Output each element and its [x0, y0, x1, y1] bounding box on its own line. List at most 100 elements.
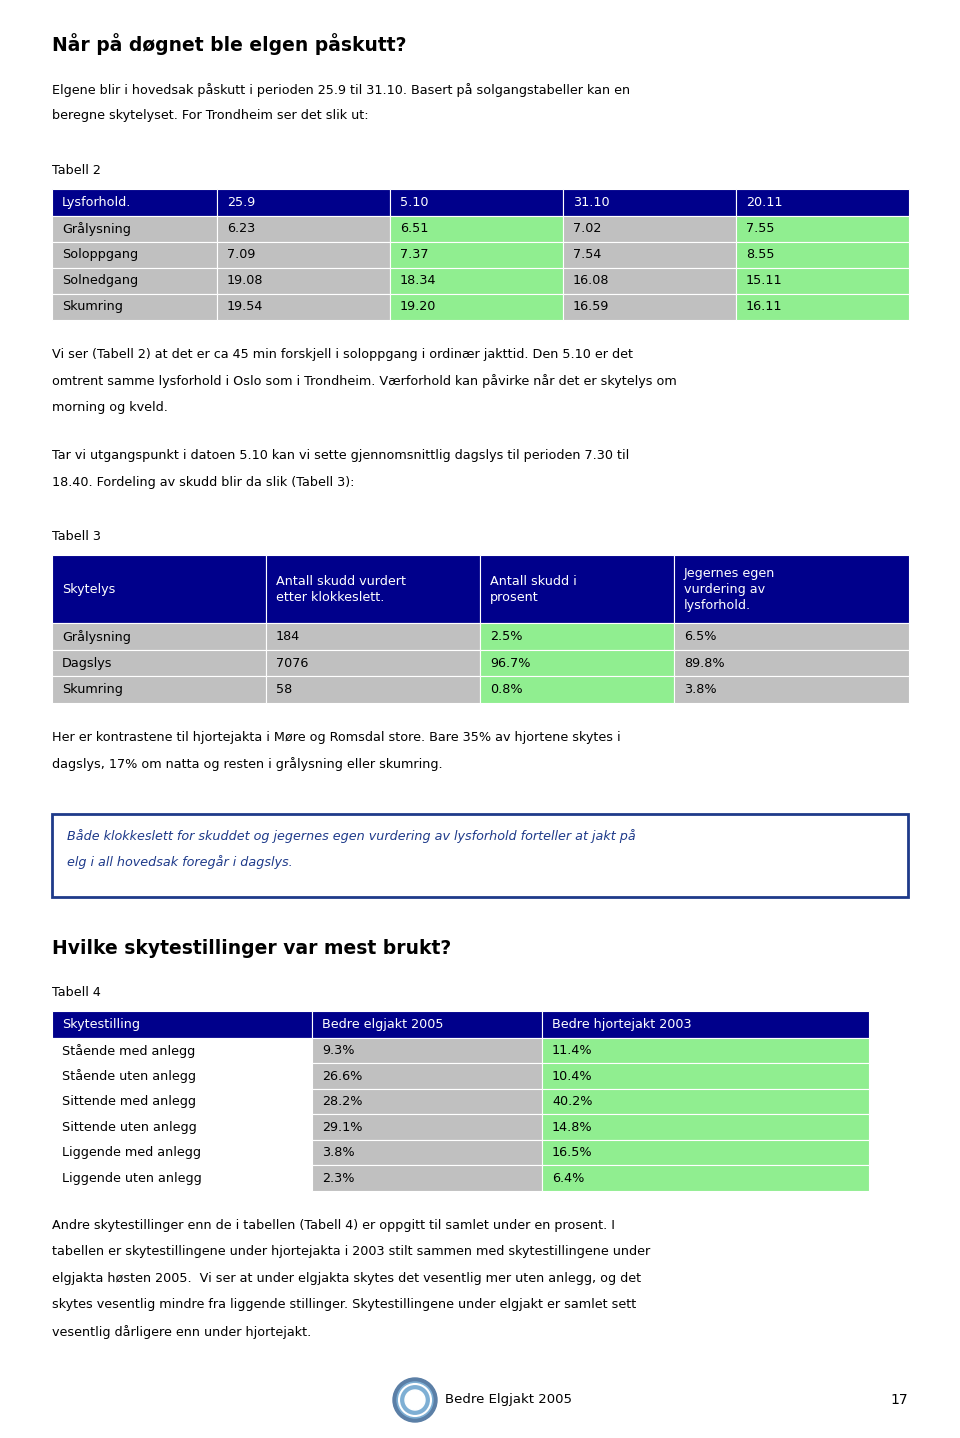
Bar: [266, 650, 480, 676]
Text: 16.08: 16.08: [573, 275, 610, 288]
Text: Sittende med anlegg: Sittende med anlegg: [62, 1096, 196, 1109]
Bar: [312, 1038, 542, 1064]
Bar: [266, 624, 480, 650]
Bar: [390, 293, 563, 321]
Text: Elgene blir i hovedsak påskutt i perioden 25.9 til 31.10. Basert på solgangstabe: Elgene blir i hovedsak påskutt i periode…: [52, 83, 630, 96]
Bar: [52, 624, 266, 650]
Bar: [480, 676, 674, 703]
Bar: [52, 1166, 312, 1191]
Bar: [52, 293, 217, 321]
Bar: [52, 555, 266, 624]
Text: Bedre elgjakt 2005: Bedre elgjakt 2005: [322, 1018, 444, 1031]
Text: 19.08: 19.08: [227, 275, 263, 288]
Bar: [480, 555, 674, 624]
Bar: [480, 624, 674, 650]
Text: 16.5%: 16.5%: [552, 1146, 592, 1159]
Text: Liggende uten anlegg: Liggende uten anlegg: [62, 1172, 202, 1185]
Bar: [542, 1011, 869, 1038]
Bar: [217, 216, 390, 242]
Text: 3.8%: 3.8%: [684, 683, 716, 696]
Text: Andre skytestillinger enn de i tabellen (Tabell 4) er oppgitt til samlet under e: Andre skytestillinger enn de i tabellen …: [52, 1219, 615, 1232]
Bar: [736, 188, 909, 216]
Text: Grålysning: Grålysning: [62, 630, 131, 644]
Bar: [390, 242, 563, 267]
Text: 3.8%: 3.8%: [322, 1146, 354, 1159]
Bar: [52, 216, 217, 242]
FancyBboxPatch shape: [52, 814, 908, 897]
Bar: [217, 293, 390, 321]
Bar: [563, 293, 736, 321]
Bar: [266, 555, 480, 624]
Bar: [52, 1140, 312, 1166]
Text: 7.55: 7.55: [746, 223, 775, 236]
Text: Tabell 2: Tabell 2: [52, 164, 101, 177]
Text: 15.11: 15.11: [746, 275, 782, 288]
Text: Både klokkeslett for skuddet og jegernes egen vurdering av lysforhold forteller : Både klokkeslett for skuddet og jegernes…: [67, 828, 636, 843]
Bar: [674, 676, 909, 703]
Text: vesentlig dårligere enn under hjortejakt.: vesentlig dårligere enn under hjortejakt…: [52, 1324, 311, 1339]
Text: 2.3%: 2.3%: [322, 1172, 354, 1185]
Text: Skumring: Skumring: [62, 683, 123, 696]
Bar: [312, 1166, 542, 1191]
Text: Her er kontrastene til hjortejakta i Møre og Romsdal store. Bare 35% av hjortene: Her er kontrastene til hjortejakta i Mør…: [52, 731, 620, 743]
Bar: [390, 188, 563, 216]
Text: tabellen er skytestillingene under hjortejakta i 2003 stilt sammen med skytestil: tabellen er skytestillingene under hjort…: [52, 1245, 650, 1258]
Bar: [542, 1166, 869, 1191]
Text: 19.20: 19.20: [400, 301, 437, 313]
Bar: [312, 1114, 542, 1140]
Bar: [312, 1011, 542, 1038]
Text: 28.2%: 28.2%: [322, 1096, 363, 1109]
Bar: [480, 650, 674, 676]
Text: skytes vesentlig mindre fra liggende stillinger. Skytestillingene under elgjakt : skytes vesentlig mindre fra liggende sti…: [52, 1299, 636, 1311]
Bar: [312, 1089, 542, 1114]
Text: Sittende uten anlegg: Sittende uten anlegg: [62, 1120, 197, 1133]
Text: 20.11: 20.11: [746, 196, 782, 209]
Bar: [217, 267, 390, 293]
Circle shape: [393, 1378, 437, 1422]
Bar: [563, 216, 736, 242]
Text: Stående med anlegg: Stående med anlegg: [62, 1044, 195, 1058]
Text: 25.9: 25.9: [227, 196, 255, 209]
Text: Skytestilling: Skytestilling: [62, 1018, 140, 1031]
Text: omtrent samme lysforhold i Oslo som i Trondheim. Værforhold kan påvirke når det : omtrent samme lysforhold i Oslo som i Tr…: [52, 374, 677, 388]
Bar: [52, 188, 217, 216]
Text: 7.54: 7.54: [573, 249, 601, 262]
Text: 14.8%: 14.8%: [552, 1120, 592, 1133]
Text: 16.59: 16.59: [573, 301, 610, 313]
Bar: [542, 1140, 869, 1166]
Bar: [736, 216, 909, 242]
Text: 2.5%: 2.5%: [490, 630, 522, 643]
Text: 10.4%: 10.4%: [552, 1070, 592, 1083]
Circle shape: [397, 1382, 433, 1418]
Text: 184: 184: [276, 630, 300, 643]
Text: elg i all hovedsak foregår i dagslys.: elg i all hovedsak foregår i dagslys.: [67, 856, 293, 870]
Text: 19.54: 19.54: [227, 301, 263, 313]
Bar: [266, 676, 480, 703]
Text: 6.5%: 6.5%: [684, 630, 716, 643]
Bar: [390, 267, 563, 293]
Text: Dagslys: Dagslys: [62, 657, 112, 670]
Bar: [736, 242, 909, 267]
Bar: [52, 650, 266, 676]
Bar: [542, 1038, 869, 1064]
Text: 5.10: 5.10: [400, 196, 428, 209]
Bar: [312, 1064, 542, 1089]
Text: Liggende med anlegg: Liggende med anlegg: [62, 1146, 201, 1159]
Text: 89.8%: 89.8%: [684, 657, 725, 670]
Circle shape: [405, 1391, 425, 1411]
Text: 7.09: 7.09: [227, 249, 255, 262]
Bar: [563, 188, 736, 216]
Text: 0.8%: 0.8%: [490, 683, 522, 696]
Bar: [312, 1140, 542, 1166]
Text: 8.55: 8.55: [746, 249, 775, 262]
Bar: [52, 1114, 312, 1140]
Text: morning og kveld.: morning og kveld.: [52, 401, 168, 414]
Bar: [736, 267, 909, 293]
Text: 7.02: 7.02: [573, 223, 601, 236]
Text: 40.2%: 40.2%: [552, 1096, 592, 1109]
Text: 6.4%: 6.4%: [552, 1172, 585, 1185]
Text: Skumring: Skumring: [62, 301, 123, 313]
Bar: [542, 1064, 869, 1089]
Bar: [217, 242, 390, 267]
Text: Bedre hjortejakt 2003: Bedre hjortejakt 2003: [552, 1018, 691, 1031]
